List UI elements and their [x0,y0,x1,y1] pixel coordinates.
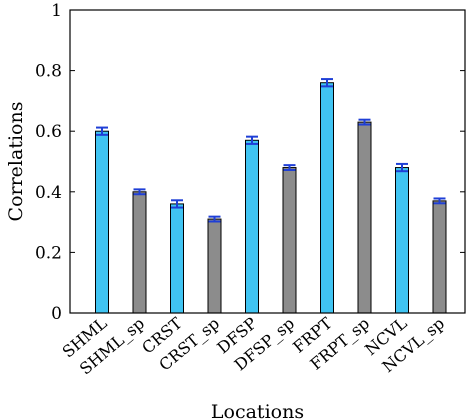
y-tick-label: 0.6 [35,122,62,142]
bar [245,139,259,314]
bar [282,167,297,314]
bar [320,82,334,314]
bar [357,121,372,314]
y-tick-label: 0.2 [35,243,62,263]
y-tick-label: 1 [51,1,62,21]
plot-frame [69,9,466,314]
bar [395,167,409,314]
x-axis-tick-labels: SHMLSHML_spCRSTCRST_spDFSPDFSP_spFRPTFRP… [59,313,448,378]
error-bars-group [96,78,446,223]
y-tick-label: 0 [51,304,62,324]
bars-group [95,82,447,314]
y-tick-label: 0.4 [35,183,62,203]
x-axis-title: Locations [211,401,304,420]
bar [432,200,447,314]
y-axis-ticks: 0 0.2 0.4 0.6 0.8 1 [35,1,465,324]
y-tick-label: 0.8 [35,62,62,82]
bar [170,203,184,314]
y-axis-title: Correlations [5,102,27,222]
bar [95,130,109,314]
bar [207,218,222,314]
bar [132,191,147,314]
